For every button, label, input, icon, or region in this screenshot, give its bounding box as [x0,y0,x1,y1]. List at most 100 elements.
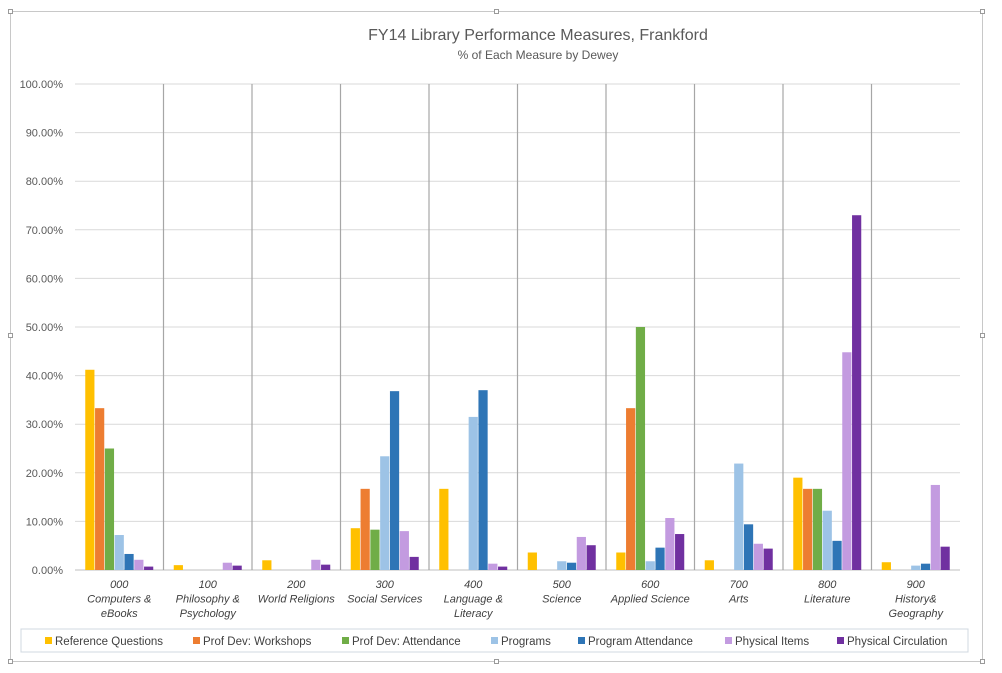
x-tick-label: 700 [730,579,749,591]
resize-handle-bottom-right[interactable] [980,659,985,664]
y-tick-label: 50.00% [26,322,64,334]
y-axis-tick-labels: 0.00% 10.00% 20.00% 30.00% 40.00% 50.00% 60.00… [20,79,64,577]
resize-handle-top-center[interactable] [494,9,499,14]
x-tick-label: 300 [376,579,395,591]
bar [812,488,823,570]
bar [793,477,803,570]
legend-swatch [725,637,732,644]
legend[interactable]: Reference Questions Prof Dev: Workshops Pr… [20,628,969,653]
legend-label: Physical Circulation [847,636,947,648]
bar [743,524,754,570]
bar [478,390,488,570]
x-tick-label: 600 [641,579,660,591]
bar [104,448,115,570]
bar [635,327,646,570]
bar [350,528,360,570]
legend-label: Prof Dev: Workshops [203,636,312,648]
bar [95,408,105,570]
resize-handle-middle-right[interactable] [980,333,985,338]
bar [616,552,626,570]
bar [822,510,832,570]
bar [498,566,508,570]
bar [675,534,685,570]
bar [842,352,852,570]
bar [321,564,331,570]
resize-handle-top-left[interactable] [8,9,13,14]
bar [665,517,675,570]
x-tick-label: 200 [286,579,306,591]
y-tick-label: 30.00% [26,419,64,431]
bar [576,536,586,570]
x-tick-label: 000 [110,579,129,591]
legend-label: Physical Items [735,636,809,648]
bar [763,548,773,570]
bar [144,566,154,570]
x-tick-label: Philosophy & [176,594,240,606]
legend-swatch [578,637,585,644]
bar [734,463,744,570]
x-tick-label: History& [895,594,937,606]
x-tick-label: 800 [818,579,837,591]
bar [753,543,763,570]
bar [488,563,498,570]
bar [222,562,232,570]
bar [468,416,478,570]
legend-swatch [193,637,200,644]
bar [399,531,409,570]
bar [262,560,272,570]
legend-swatch [45,637,52,644]
x-tick-label: 500 [553,579,572,591]
legend-label: Program Attendance [588,636,693,648]
bar [173,565,183,570]
y-tick-label: 60.00% [26,273,64,285]
bar [704,560,714,570]
bar [803,488,813,570]
bar [655,547,665,570]
y-tick-label: 40.00% [26,371,64,383]
chart-title: FY14 Library Performance Measures, Frank… [368,27,708,44]
bar [85,369,95,570]
x-tick-label: World Religions [258,594,336,606]
x-tick-label: eBooks [101,608,138,620]
x-tick-label: 900 [907,579,926,591]
resize-handle-bottom-center[interactable] [494,659,499,664]
x-tick-label: 400 [464,579,483,591]
legend-label: Programs [501,636,551,648]
resize-handle-bottom-left[interactable] [8,659,13,664]
x-tick-label: Science [542,594,581,606]
bar [930,484,940,570]
bar [380,456,390,570]
resize-handle-middle-left[interactable] [8,333,13,338]
y-tick-label: 20.00% [26,468,64,480]
x-tick-label: Language & [444,594,503,606]
bar [370,529,380,570]
bar [232,565,242,570]
bar [134,559,144,570]
bar [439,488,449,570]
bar [566,562,577,570]
legend-label: Reference Questions [55,636,163,648]
x-tick-label: Literature [804,594,850,606]
x-tick-label: Computers & [87,594,151,606]
x-tick-label: Arts [728,594,749,606]
legend-swatch [837,637,844,644]
bars [85,215,950,570]
bar [940,546,950,570]
y-tick-label: 0.00% [32,565,63,577]
bar [852,215,862,570]
bar [409,556,419,570]
bar [920,563,931,570]
x-tick-label: Literacy [454,608,494,620]
legend-swatch [342,637,349,644]
bar [114,535,124,570]
y-tick-label: 70.00% [26,225,64,237]
y-tick-label: 90.00% [26,128,64,140]
legend-swatch [491,637,498,644]
y-tick-label: 10.00% [26,516,64,528]
x-tick-label: 100 [199,579,218,591]
bar [832,540,842,570]
resize-handle-top-right[interactable] [980,9,985,14]
y-tick-label: 100.00% [20,79,64,91]
x-axis-tick-labels: 000 Computers & eBooks 100 Philosophy & Psych… [87,579,944,620]
